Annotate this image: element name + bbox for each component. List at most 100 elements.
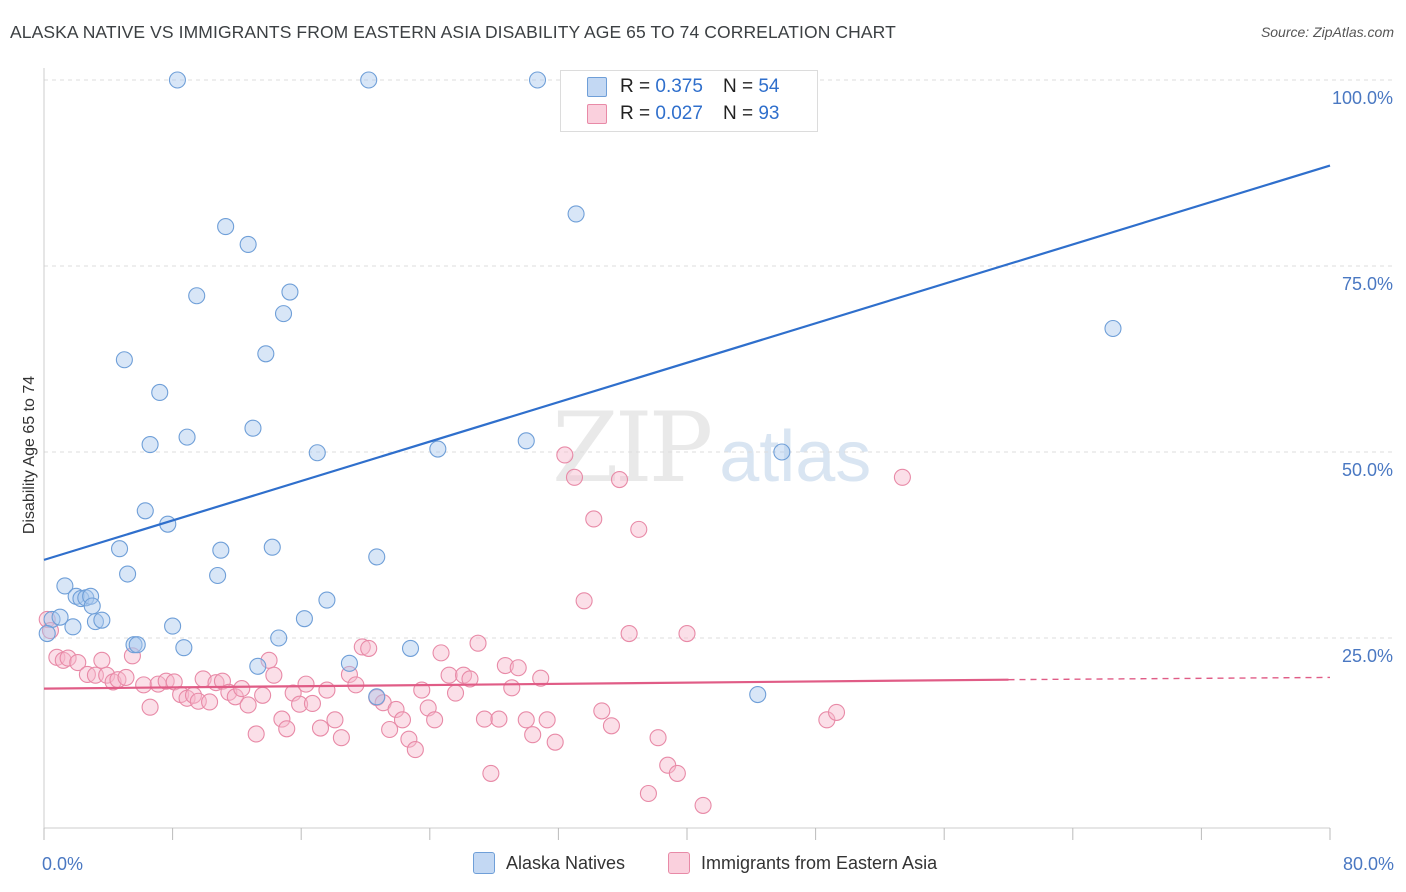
- data-point-alaska-natives: [360, 71, 378, 89]
- data-point-immigrants: [556, 446, 574, 464]
- data-point-immigrants: [538, 711, 556, 729]
- bottom-legend-alaska-natives: Alaska Natives: [473, 852, 625, 874]
- data-point-immigrants: [318, 681, 336, 699]
- trendline-immigrants-extension: [1008, 676, 1331, 681]
- data-point-immigrants: [694, 796, 712, 814]
- axis-labels: 25.0% 50.0% 75.0% 100.0% 0.0% 80.0% Disability…: [21, 88, 1394, 874]
- data-point-immigrants: [496, 656, 514, 675]
- legend-n-label: N =: [722, 103, 754, 124]
- data-point-immigrants: [98, 666, 116, 684]
- data-point-alaska-natives: [38, 624, 56, 643]
- data-point-immigrants: [353, 638, 371, 656]
- data-point-alaska-natives: [308, 444, 326, 462]
- data-point-alaska-natives: [93, 611, 111, 629]
- data-point-immigrants: [117, 668, 135, 686]
- chart-source: Source: ZipAtlas.com: [1260, 24, 1394, 40]
- data-point-immigrants: [247, 725, 265, 743]
- data-point-alaska-natives: [368, 688, 386, 706]
- data-point-alaska-natives: [401, 639, 420, 657]
- data-point-immigrants: [546, 733, 564, 751]
- legend-n-value-2: 93: [758, 103, 780, 124]
- data-point-immigrants: [575, 592, 593, 610]
- data-point-immigrants: [461, 670, 479, 688]
- data-point-immigrants: [432, 644, 450, 662]
- data-point-alaska-natives: [1104, 319, 1122, 338]
- legend-row-alaska-natives: R = 0.375 N = 54: [561, 74, 779, 100]
- data-point-immigrants: [303, 694, 322, 713]
- legend-r-label: R =: [620, 103, 651, 124]
- data-point-alaska-natives: [239, 235, 257, 253]
- data-point-alaska-natives: [64, 618, 82, 636]
- data-point-immigrants: [426, 711, 444, 729]
- data-point-alaska-natives: [429, 440, 447, 458]
- watermark-zip: ZIP: [552, 392, 713, 504]
- bottom-legend-immigrants: Immigrants from Eastern Asia: [668, 852, 937, 874]
- data-point-alaska-natives: [136, 502, 154, 520]
- data-point-immigrants: [678, 624, 696, 643]
- data-point-immigrants: [233, 680, 251, 698]
- data-point-alaska-natives: [83, 597, 101, 615]
- legend-n-value-1: 54: [758, 76, 780, 97]
- y-tick-label: 75.0%: [1342, 274, 1393, 294]
- data-point-immigrants: [532, 669, 550, 687]
- bottom-legend: Alaska Natives Immigrants from Eastern A…: [0, 852, 1406, 878]
- data-point-immigrants: [69, 654, 87, 672]
- data-point-alaska-natives: [212, 541, 230, 559]
- bottom-legend-label-2: Immigrants from Eastern Asia: [701, 852, 938, 873]
- y-tick-label: 100.0%: [1332, 88, 1393, 108]
- data-point-immigrants: [517, 711, 535, 729]
- data-point-immigrants: [503, 679, 521, 697]
- correlation-legend: R = 0.375 N = 54 R = 0.027 N = 93: [560, 70, 818, 132]
- grid-lines: [44, 79, 1392, 639]
- data-point-immigrants: [326, 711, 344, 729]
- bottom-legend-label-1: Alaska Natives: [506, 852, 626, 873]
- data-point-immigrants: [201, 693, 219, 711]
- data-point-alaska-natives: [175, 639, 193, 657]
- data-point-immigrants: [291, 695, 309, 713]
- data-point-alaska-natives: [528, 71, 547, 89]
- legend-r-value-2: 0.027: [655, 103, 703, 124]
- data-point-immigrants: [565, 468, 584, 486]
- data-point-alaska-natives: [295, 610, 313, 628]
- data-point-alaska-natives: [111, 540, 129, 558]
- data-point-immigrants: [400, 730, 418, 748]
- data-point-immigrants: [610, 470, 629, 489]
- data-point-alaska-natives: [274, 305, 293, 323]
- data-point-alaska-natives: [773, 443, 791, 461]
- data-point-immigrants: [893, 468, 911, 486]
- data-point-immigrants: [59, 649, 77, 667]
- legend-r-value-1: 0.375: [655, 76, 703, 97]
- data-point-immigrants: [509, 659, 527, 677]
- series-alaska-natives: [38, 71, 1122, 706]
- legend-row-immigrants: R = 0.027 N = 93: [561, 101, 779, 127]
- data-point-alaska-natives: [340, 654, 358, 672]
- data-point-immigrants: [446, 684, 465, 702]
- data-point-immigrants: [239, 696, 257, 714]
- data-point-immigrants: [393, 711, 412, 729]
- data-point-alaska-natives: [115, 351, 133, 369]
- data-point-alaska-natives: [178, 428, 196, 446]
- data-point-alaska-natives: [151, 383, 169, 402]
- data-point-immigrants: [254, 686, 272, 704]
- data-point-alaska-natives: [281, 283, 299, 301]
- data-point-alaska-natives: [128, 636, 146, 654]
- data-point-alaska-natives: [119, 565, 137, 583]
- data-point-alaska-natives: [168, 71, 186, 89]
- axes: [43, 68, 1331, 840]
- data-point-immigrants: [668, 764, 686, 782]
- data-point-immigrants: [297, 675, 315, 693]
- data-point-alaska-natives: [86, 613, 104, 631]
- data-point-immigrants: [332, 729, 350, 747]
- trendline-immigrants: [43, 678, 1009, 690]
- x-tick-label: 0.0%: [42, 854, 83, 874]
- data-point-immigrants: [490, 710, 508, 728]
- data-point-immigrants: [469, 634, 487, 652]
- y-axis-label: Disability Age 65 to 74: [21, 376, 38, 534]
- data-point-immigrants: [93, 651, 111, 669]
- legend-r-label: R =: [620, 76, 651, 97]
- data-point-immigrants: [602, 717, 620, 735]
- data-point-immigrants: [381, 720, 399, 739]
- data-point-alaska-natives: [263, 538, 281, 556]
- data-point-alaska-natives: [209, 566, 227, 585]
